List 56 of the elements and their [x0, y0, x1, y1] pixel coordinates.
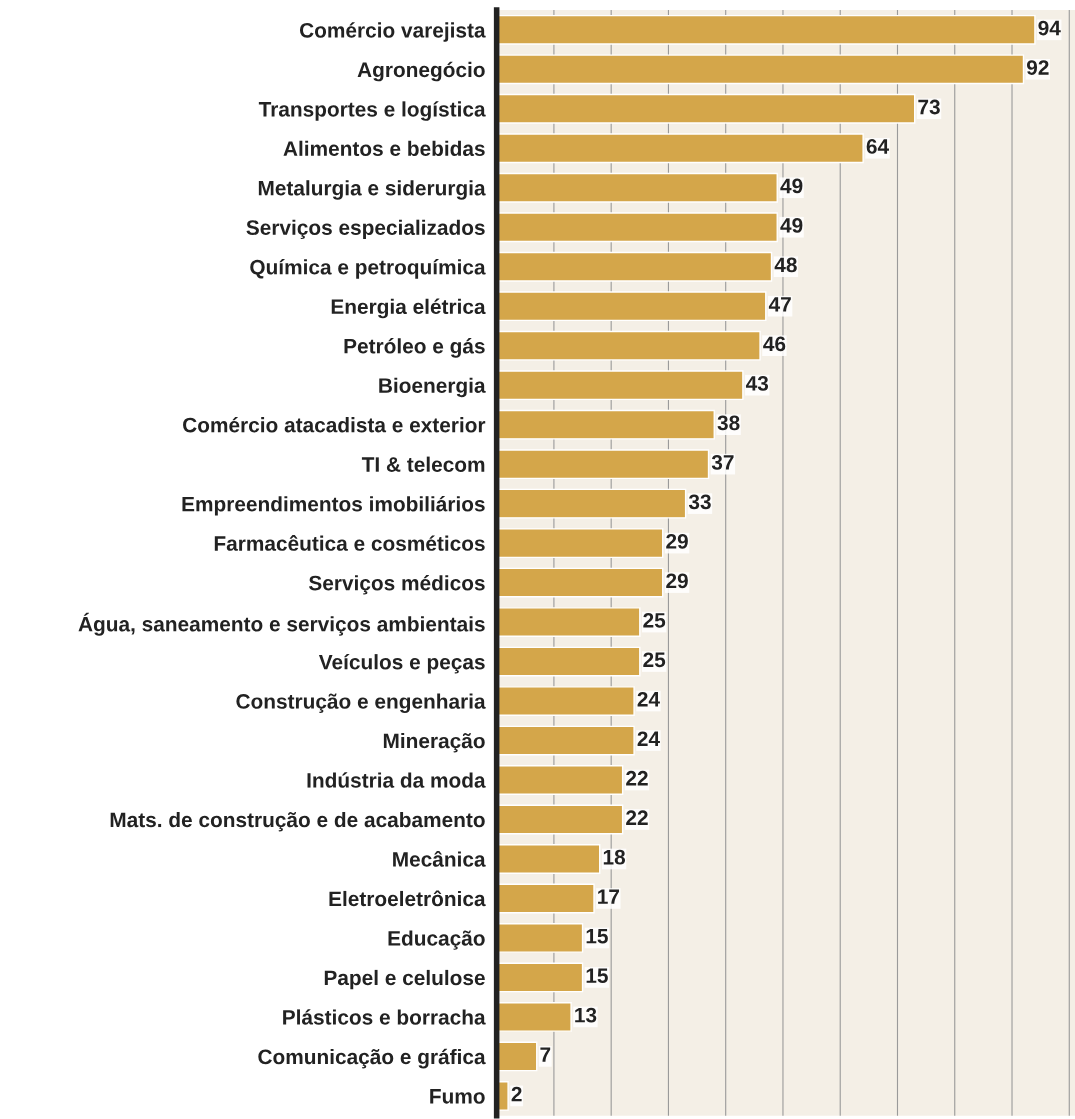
y-tick-label: Mineração	[383, 732, 485, 753]
y-tick-label: Eletroeletrônica	[329, 890, 486, 907]
y-tick-label: Mats. de construção e de acabamento	[110, 811, 485, 832]
y-tick-label: Veículos e peças	[318, 653, 485, 674]
data-label: 38	[717, 415, 740, 431]
data-label: 47	[768, 297, 791, 312]
data-label: 64	[866, 139, 889, 154]
data-label: 13	[575, 1007, 597, 1023]
y-tick-label: Comércio atacadista e exterior	[183, 416, 486, 433]
data-label: 37	[711, 454, 734, 470]
y-tick-label: Indústria da moda	[307, 772, 486, 788]
data-label: 22	[626, 770, 648, 786]
data-label: 49	[780, 218, 803, 233]
data-label: 49	[780, 178, 803, 194]
y-tick-label: Serviços especializados	[246, 219, 485, 240]
y-tick-label: Mecânica	[393, 850, 486, 867]
data-label: 73	[918, 99, 940, 115]
y-tick-label: Empreendimentos imobiliários	[182, 495, 485, 516]
y-tick-label: Construção e engenharia	[236, 693, 486, 714]
data-label: 92	[1026, 60, 1049, 75]
data-label: 7	[540, 1047, 551, 1062]
data-label: 43	[745, 376, 769, 391]
y-tick-label: Fumo	[430, 1089, 485, 1104]
data-label: 25	[643, 612, 666, 628]
data-label: 18	[603, 849, 626, 865]
data-label: 94	[1038, 20, 1061, 36]
data-label: 17	[598, 889, 620, 904]
y-tick-label: Água, saneamento e serviços ambientais	[78, 612, 485, 636]
data-label: 15	[586, 968, 608, 984]
y-tick-label: Alimentos e bebidas	[283, 140, 485, 157]
y-tick-label: Petróleo e gás	[344, 338, 485, 358]
y-tick-label: Transportes e logística	[258, 101, 486, 121]
y-tick-label: Metalurgia e siderurgia	[258, 180, 486, 200]
data-label: 15	[586, 929, 608, 944]
y-tick-label: Farmacêutica e cosméticos	[214, 535, 485, 551]
y-tick-label: Comércio varejista	[299, 22, 486, 42]
data-label: 48	[774, 257, 797, 273]
y-tick-label: Bioenergia	[379, 377, 486, 398]
y-tick-label: Plásticos e borracha	[283, 1009, 486, 1025]
y-tick-label: Educação	[388, 930, 485, 950]
data-label: 25	[643, 652, 666, 668]
data-label: 46	[763, 336, 786, 352]
y-tick-label: Agronegócio	[357, 61, 485, 82]
data-label: 24	[637, 691, 660, 707]
y-tick-label: Química e petroquímica	[250, 259, 486, 279]
y-tick-label: Papel e celulose	[324, 969, 485, 990]
data-label: 2	[511, 1086, 522, 1102]
data-label: 22	[626, 810, 648, 825]
data-label: 29	[666, 573, 688, 589]
data-label: 29	[666, 533, 688, 549]
y-tick-label: Serviços médicos	[308, 574, 485, 595]
y-tick-label: TI & telecom	[361, 456, 485, 472]
data-label: 24	[637, 731, 660, 746]
y-tick-label: Energia elétrica	[331, 298, 486, 319]
data-label: 33	[688, 494, 711, 510]
y-tick-label: Comunicação e gráfica	[258, 1048, 486, 1069]
